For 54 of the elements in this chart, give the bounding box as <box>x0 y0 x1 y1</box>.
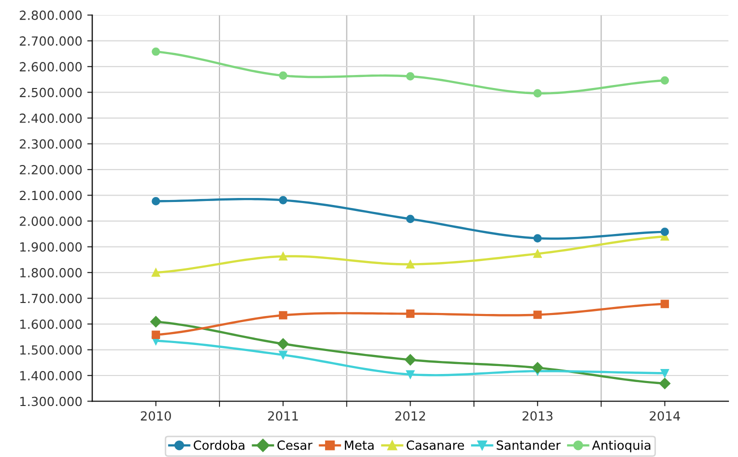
x-tick-label: 2010 <box>140 411 171 421</box>
point <box>406 260 414 268</box>
y-tick-label: 2.300.000 <box>20 139 82 149</box>
y-tick-label: 2.500.000 <box>20 88 82 98</box>
point <box>152 47 160 56</box>
point <box>152 197 160 206</box>
x-tick-label: 2014 <box>650 411 680 421</box>
y-tick-label: 1.800.000 <box>20 268 82 278</box>
point <box>660 228 669 236</box>
point <box>278 71 288 80</box>
point <box>533 310 542 319</box>
point <box>152 330 160 339</box>
legend-label: Antioquia <box>592 440 650 452</box>
legend-label: Casanare <box>406 440 464 450</box>
y-tick-label: 2.200.000 <box>20 165 82 174</box>
point <box>277 338 289 350</box>
y-tick-label: 2.600.000 <box>20 62 82 72</box>
y-tick-label: 2.400.000 <box>20 114 82 123</box>
point <box>533 89 542 98</box>
point <box>278 350 288 360</box>
point <box>660 300 669 308</box>
y-tick-label: 2.000.000 <box>20 216 82 226</box>
legend-label: Santander <box>496 440 561 450</box>
x-tick-label: 2013 <box>522 411 552 421</box>
point <box>660 76 669 85</box>
y-tick-label: 2.100.000 <box>20 190 82 200</box>
y-tick-label: 1.700.000 <box>20 294 82 304</box>
point <box>278 252 288 260</box>
legend-label: Cordoba <box>194 440 244 450</box>
point <box>404 354 416 366</box>
y-tick-label: 1.400.000 <box>20 370 82 380</box>
y-tick-label: 1.300.000 <box>20 396 82 406</box>
y-tick-label: 1.600.000 <box>20 319 82 329</box>
point <box>278 196 288 204</box>
point <box>406 370 414 379</box>
x-tick-label: 2011 <box>268 411 298 421</box>
point <box>406 310 414 318</box>
x-tick-label: 2012 <box>395 411 425 421</box>
legend-label: Meta <box>344 440 374 450</box>
legend-label: Cesar <box>277 440 312 450</box>
point <box>533 250 542 258</box>
y-tick-label: 2.700.000 <box>20 36 82 46</box>
y-tick-label: 1.500.000 <box>20 345 82 355</box>
point <box>278 311 288 320</box>
point <box>660 369 669 378</box>
point <box>152 268 160 277</box>
point <box>406 72 414 81</box>
point <box>533 234 542 242</box>
point <box>659 378 670 390</box>
point <box>406 214 414 224</box>
y-tick-label: 2.800.000 <box>20 10 82 20</box>
y-tick-label: 1.900.000 <box>20 242 82 252</box>
point <box>532 362 544 374</box>
point <box>150 316 162 328</box>
